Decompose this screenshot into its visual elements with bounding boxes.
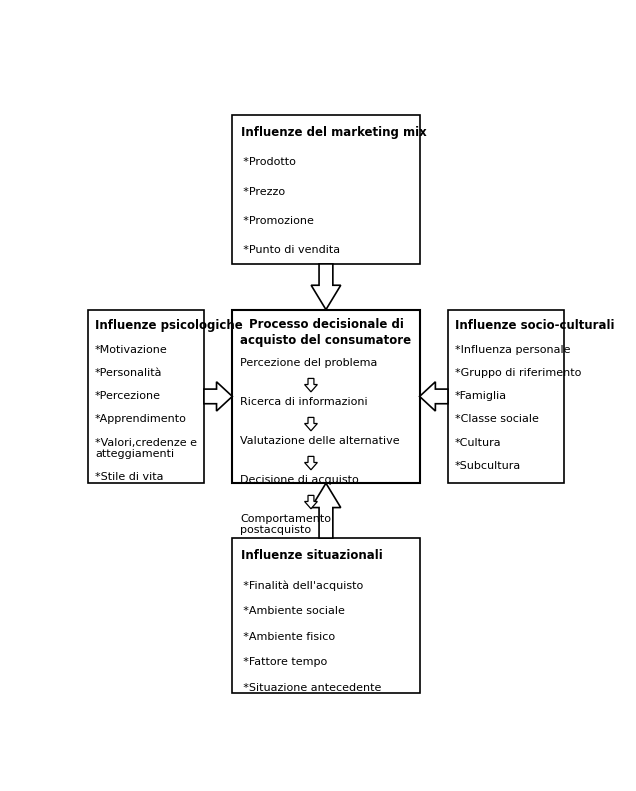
Text: Processo decisionale di
acquisto del consumatore: Processo decisionale di acquisto del con… bbox=[240, 318, 411, 347]
Text: *Stile di vita: *Stile di vita bbox=[95, 471, 163, 482]
Text: *Finalità dell'acquisto: *Finalità dell'acquisto bbox=[241, 581, 363, 591]
Text: *Famiglia: *Famiglia bbox=[455, 392, 507, 401]
Text: *Cultura: *Cultura bbox=[455, 437, 501, 448]
Text: *Valori,credenze e
atteggiamenti: *Valori,credenze e atteggiamenti bbox=[95, 437, 197, 459]
Text: *Situazione antecedente: *Situazione antecedente bbox=[241, 683, 382, 693]
Polygon shape bbox=[305, 418, 317, 431]
Text: Comportamento
postacquisto: Comportamento postacquisto bbox=[240, 513, 331, 536]
FancyBboxPatch shape bbox=[232, 309, 420, 483]
Text: Influenze del marketing mix: Influenze del marketing mix bbox=[241, 126, 427, 138]
FancyBboxPatch shape bbox=[232, 115, 420, 264]
Text: *Promozione: *Promozione bbox=[241, 216, 314, 225]
Text: *Influenza personale: *Influenza personale bbox=[455, 345, 570, 355]
Text: *Punto di vendita: *Punto di vendita bbox=[241, 245, 340, 255]
Polygon shape bbox=[305, 378, 317, 392]
Text: *Prezzo: *Prezzo bbox=[241, 187, 286, 197]
Text: *Ambiente sociale: *Ambiente sociale bbox=[241, 606, 345, 616]
Text: Influenze socio-culturali: Influenze socio-culturali bbox=[455, 320, 614, 332]
FancyBboxPatch shape bbox=[88, 309, 204, 483]
Text: Influenze situazionali: Influenze situazionali bbox=[241, 549, 383, 562]
Text: *Motivazione: *Motivazione bbox=[95, 345, 168, 355]
Text: *Personalità: *Personalità bbox=[95, 368, 163, 378]
FancyBboxPatch shape bbox=[448, 309, 563, 483]
Text: Ricerca di informazioni: Ricerca di informazioni bbox=[240, 397, 368, 407]
Text: *Fattore tempo: *Fattore tempo bbox=[241, 657, 328, 668]
Polygon shape bbox=[420, 382, 448, 411]
Text: *Prodotto: *Prodotto bbox=[241, 157, 296, 168]
Text: Valutazione delle alternative: Valutazione delle alternative bbox=[240, 436, 400, 445]
Text: *Apprendimento: *Apprendimento bbox=[95, 414, 187, 425]
Text: *Gruppo di riferimento: *Gruppo di riferimento bbox=[455, 368, 581, 378]
Polygon shape bbox=[311, 483, 341, 538]
Text: Decisione di acquisto: Decisione di acquisto bbox=[240, 475, 359, 485]
Text: Percezione del problema: Percezione del problema bbox=[240, 358, 378, 368]
Text: *Percezione: *Percezione bbox=[95, 392, 161, 401]
Text: Influenze psicologiche: Influenze psicologiche bbox=[95, 320, 243, 332]
Polygon shape bbox=[305, 456, 317, 470]
Text: *Subcultura: *Subcultura bbox=[455, 460, 521, 471]
Polygon shape bbox=[204, 382, 232, 411]
Text: *Classe sociale: *Classe sociale bbox=[455, 414, 539, 425]
Polygon shape bbox=[305, 495, 317, 509]
FancyBboxPatch shape bbox=[232, 538, 420, 694]
Polygon shape bbox=[311, 264, 341, 309]
Text: *Ambiente fisico: *Ambiente fisico bbox=[241, 632, 335, 642]
